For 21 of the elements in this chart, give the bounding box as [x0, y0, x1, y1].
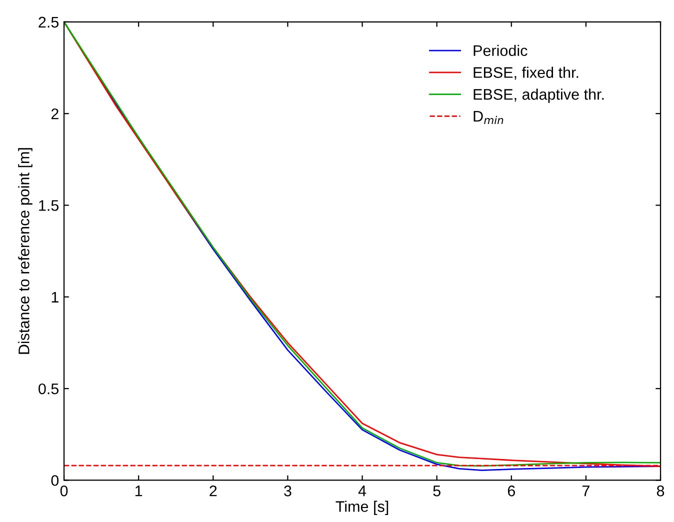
y-tick-label: 1	[52, 292, 58, 302]
x-tick-label: 3	[284, 486, 292, 496]
legend-label: EBSE, adaptive thr.	[474, 88, 604, 103]
x-tick-label: 1	[136, 486, 142, 496]
x-tick-label: 2	[210, 486, 217, 496]
x-tick-label: 6	[508, 486, 515, 496]
x-tick-label: 7	[582, 486, 590, 496]
y-tick-label: 2.5	[38, 16, 59, 28]
y-tick-label: 1.5	[39, 200, 59, 211]
x-axis-title: Time [s]	[336, 500, 388, 515]
y-axis-title: Distance to reference point [m]	[18, 148, 32, 354]
x-tick-label: 8	[656, 486, 664, 496]
legend-label: D$_{min}$	[474, 111, 504, 124]
x-tick-label: 5	[433, 486, 440, 496]
legend-label: Periodic	[474, 44, 528, 56]
y-tick-label: 0	[51, 475, 59, 486]
x-tick-label: 4	[358, 486, 366, 496]
y-tick-label: 2	[51, 108, 58, 120]
legend-label: EBSE, fixed thr.	[474, 66, 578, 80]
y-tick-label: 0.5	[38, 383, 59, 394]
x-tick-label: 0	[60, 486, 68, 496]
